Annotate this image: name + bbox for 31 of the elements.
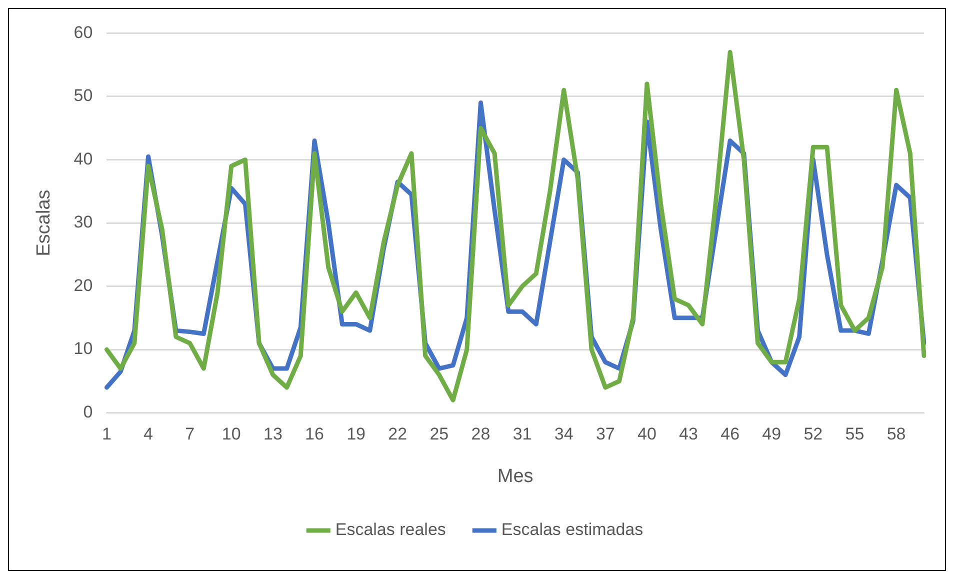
- x-tick-label: 19: [346, 424, 366, 444]
- x-tick-label: 10: [222, 424, 241, 444]
- x-tick-label: 7: [185, 424, 195, 444]
- y-tick-label: 30: [74, 212, 93, 232]
- x-tick-label: 37: [596, 424, 615, 444]
- legend-label: Escalas estimadas: [501, 520, 644, 540]
- x-tick-label: 58: [886, 424, 906, 444]
- x-axis-title: Mes: [497, 466, 534, 487]
- x-tick-label: 34: [554, 424, 574, 444]
- x-tick-label: 25: [430, 424, 449, 444]
- x-tick-label: 28: [471, 424, 490, 444]
- x-tick-label: 16: [305, 424, 324, 444]
- y-tick-label: 60: [74, 22, 93, 42]
- y-tick-label: 20: [74, 276, 93, 295]
- y-tick-label: 0: [83, 402, 93, 422]
- x-tick-label: 31: [512, 424, 532, 444]
- x-tick-label: 1: [102, 424, 112, 444]
- y-tick-label: 10: [74, 339, 93, 358]
- x-tick-label: 46: [720, 424, 740, 444]
- y-tick-label: 50: [74, 86, 93, 106]
- x-tick-label: 40: [637, 424, 656, 444]
- x-tick-label: 55: [845, 424, 864, 444]
- legend-label: Escalas reales: [335, 520, 446, 540]
- x-tick-label: 4: [144, 424, 153, 444]
- x-tick-label: 43: [679, 424, 698, 444]
- x-tick-label: 49: [762, 424, 782, 444]
- x-tick-label: 22: [388, 424, 408, 444]
- x-tick-label: 13: [263, 424, 282, 444]
- x-tick-label: 52: [804, 424, 823, 444]
- y-tick-label: 40: [74, 149, 93, 168]
- y-axis-title: Escalas: [34, 190, 55, 256]
